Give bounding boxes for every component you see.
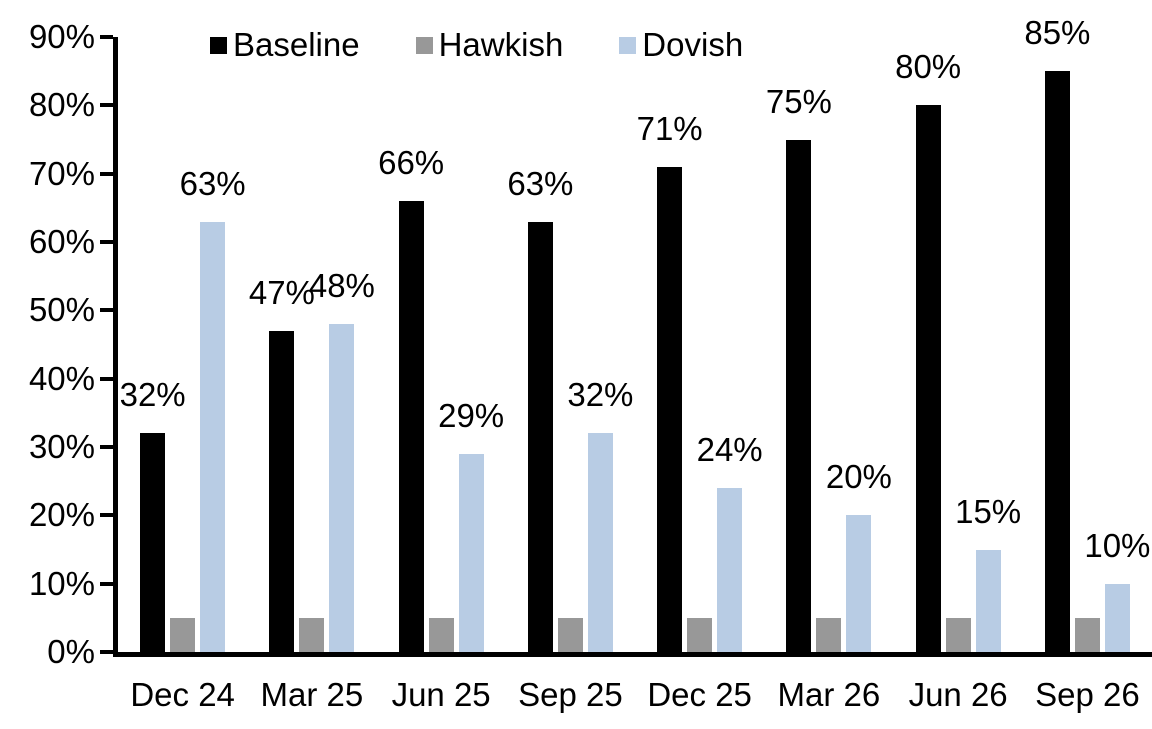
y-axis-tick [100,308,113,313]
bar-baseline: 80% [895,50,961,652]
y-axis-tick [100,513,113,518]
y-axis-tick [100,171,113,176]
bar-group: 80% 15% [894,37,1023,652]
legend-item-hawkish: Hawkish [415,26,564,63]
bar-group: 75% 20% [764,37,893,652]
bar-dovish: 15% [955,495,1021,652]
y-axis-tick-label: 20% [28,496,95,534]
x-axis-tick-label: Jun 25 [391,676,491,713]
bar-baseline: 75% [766,85,832,652]
bar-dovish: 24% [697,433,763,652]
bar-dovish: 32% [567,378,633,652]
legend-item-baseline: Baseline [210,26,360,63]
x-axis-tick-label: Sep 26 [1035,676,1140,713]
y-axis-tick [100,376,113,381]
y-axis-tick-label: 30% [28,428,95,465]
bar-hawkish [816,617,842,652]
y-axis-tick-label: 50% [28,291,95,329]
bar-value-label: 71% [636,109,703,147]
y-axis-tick [100,240,113,244]
bar-value-label: 32% [119,376,186,414]
y-axis-line [113,37,118,657]
y-axis-tick-label: 40% [28,359,95,397]
bar-dovish: 20% [826,460,892,652]
y-axis-tick [100,581,113,586]
bar-baseline: 66% [378,146,444,652]
plot-area: 32% 63% 47% 48% 66% 29% 63% 32% 71% 24% 75% 20% 80% 1… [118,16,1152,652]
bar-hawkish [945,617,971,652]
x-axis-tick-label: Mar 25 [260,676,364,713]
bar-value-label: 75% [765,82,832,120]
y-axis-tick [100,445,113,449]
x-axis-line [113,652,1152,657]
bar-value-label: 66% [378,144,445,181]
legend: Baseline Hawkish Dovish [210,26,744,63]
bar-hawkish [557,617,583,652]
bar-group: 85% 10% [1023,16,1152,652]
y-axis-tick-label: 70% [28,154,95,192]
bar-group: 71% 24% [635,37,764,652]
bar-value-label: 29% [438,396,505,434]
x-axis-tick-label: Dec 24 [130,676,235,713]
y-axis-tick [100,650,113,654]
bar-group: 66% 29% [377,37,506,652]
bar-dovish: 48% [309,269,375,652]
bar-baseline: 71% [637,112,703,652]
bar-dovish: 29% [438,399,504,652]
bar-value-label: 20% [825,458,892,496]
bar-baseline: 47% [249,276,315,652]
legend-marker-baseline [210,36,227,54]
bar-hawkish [687,617,713,652]
bar-hawkish [428,617,454,652]
legend-label: Baseline [233,26,360,63]
bar-group: 63% 32% [506,37,635,652]
bar-dovish: 10% [1084,529,1150,652]
y-axis-tick-label: 10% [28,564,95,602]
bar-hawkish [170,617,196,652]
bar-value-label: 15% [955,492,1022,530]
x-axis-tick-label: Mar 26 [777,676,881,713]
bar-value-label: 80% [895,48,962,86]
bar-value-label: 32% [567,376,634,414]
bar-value-label: 10% [1084,526,1151,564]
x-axis-tick-label: Sep 25 [518,676,623,713]
y-axis-tick [100,35,113,39]
bar-baseline: 85% [1024,16,1090,652]
bar-value-label: 47% [248,273,315,311]
y-axis-tick-label: 80% [28,86,95,124]
bar-hawkish [299,617,325,652]
legend-marker-hawkish [415,36,433,54]
y-axis-tick-label: 90% [28,18,95,55]
x-axis-tick-label: Jun 26 [908,676,1008,713]
y-axis-tick-label: 60% [28,223,95,260]
x-axis-tick-label: Dec 25 [647,676,752,713]
bar-baseline: 32% [120,378,186,652]
bar-dovish: 63% [180,167,246,652]
bar-value-label: 85% [1024,14,1091,52]
y-axis-tick [100,103,113,108]
x-axis-labels: Dec 24 Mar 25 Jun 25 Sep 25 Dec 25 Mar 26 Jun … [118,676,1152,714]
legend-label: Hawkish [438,26,564,63]
legend-marker-dovish [619,36,637,54]
bar-group: 47% 48% [247,37,376,652]
bar-baseline: 63% [507,167,573,652]
bar-value-label: 63% [179,164,246,202]
bar-hawkish [1074,617,1100,652]
y-axis-tick-label: 0% [47,633,95,670]
legend-label: Dovish [642,26,744,63]
bar-value-label: 63% [507,164,574,202]
bar-value-label: 24% [696,431,763,468]
bar-value-label: 48% [308,267,375,304]
bar-group: 32% 63% [118,37,247,652]
legend-item-dovish: Dovish [619,26,744,63]
